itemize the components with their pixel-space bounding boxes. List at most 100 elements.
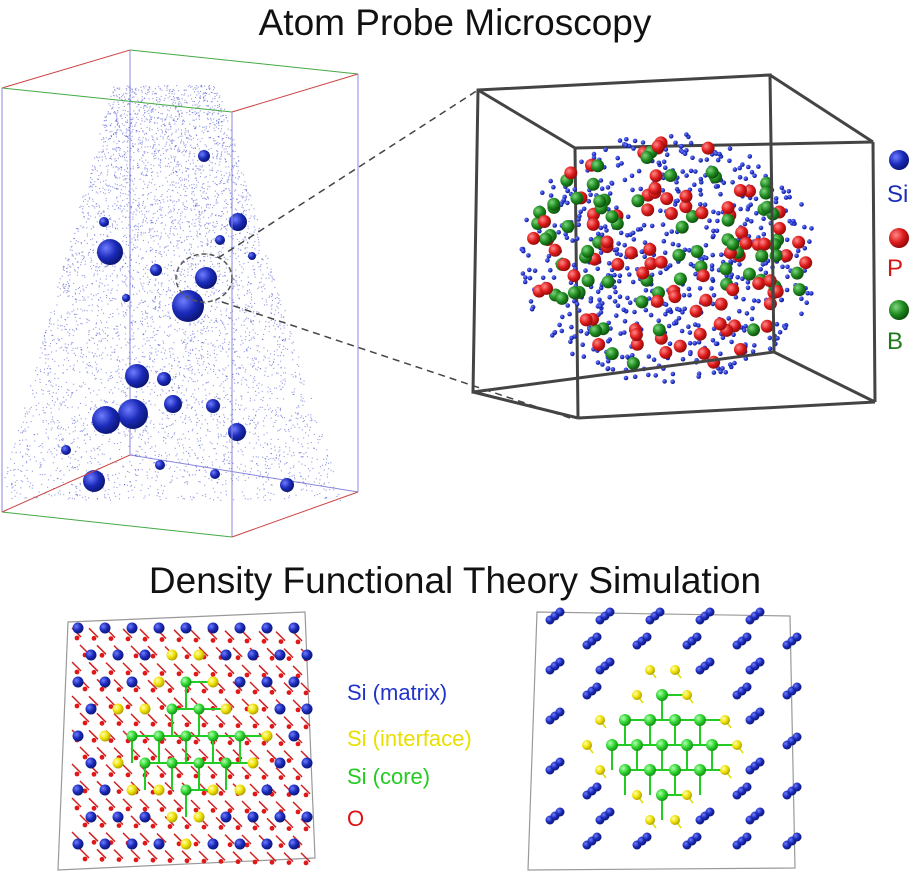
p-atom <box>713 317 727 331</box>
cluster <box>172 290 204 322</box>
dft-left-atoms <box>71 622 313 866</box>
b-atom <box>593 194 607 208</box>
cluster <box>61 445 71 455</box>
legend-si-core: Si (core) <box>347 764 431 789</box>
p-atom <box>763 274 777 288</box>
dft-left-cell-box <box>57 611 316 871</box>
apt-bounding-box-front <box>1 73 359 538</box>
zoom-region-marker <box>175 89 571 419</box>
cluster <box>99 217 109 227</box>
legend-si-matrix: Si (matrix) <box>347 680 448 705</box>
legend-p-marker <box>889 228 909 248</box>
cluster <box>155 460 165 470</box>
b-atom <box>719 262 733 276</box>
b-atom <box>672 248 686 262</box>
cluster <box>97 239 123 265</box>
p-atom <box>697 346 711 360</box>
p-atom <box>757 237 771 251</box>
legend-b-label: B <box>887 328 904 355</box>
apt-title: Atom Probe Microscopy <box>258 2 652 43</box>
cluster <box>280 478 294 492</box>
p-atom <box>726 283 740 297</box>
b-atom <box>640 151 654 164</box>
cluster <box>206 399 220 413</box>
b-atom <box>755 249 769 263</box>
p-atom <box>648 181 662 195</box>
p-atom <box>643 242 657 256</box>
cluster-atoms <box>519 132 814 385</box>
p-atom <box>649 169 663 183</box>
legend-oxygen: O <box>347 806 365 831</box>
p-atom <box>624 246 638 260</box>
p-atom <box>760 319 774 333</box>
b-atom <box>591 159 605 173</box>
apt-reconstruction <box>1 49 571 538</box>
p-atom <box>699 293 713 307</box>
p-atom <box>668 290 682 304</box>
p-atom <box>629 328 643 342</box>
p-atom <box>752 277 766 290</box>
b-atom <box>589 324 603 338</box>
p-atom <box>707 355 721 369</box>
b-atom <box>652 323 666 337</box>
legend-si-marker <box>889 150 909 170</box>
cluster <box>150 264 162 276</box>
cluster <box>210 469 220 479</box>
b-atom <box>581 244 595 258</box>
b-atom <box>605 210 619 224</box>
p-atom <box>701 141 715 155</box>
p-atom <box>773 221 786 235</box>
p-atom <box>679 189 693 203</box>
p-atom <box>650 294 664 308</box>
cluster <box>215 235 225 245</box>
b-atom <box>570 191 584 205</box>
p-atom <box>579 313 593 327</box>
p-atom <box>779 249 793 263</box>
p-atom <box>557 258 571 272</box>
p-atom <box>673 339 687 353</box>
b-atom <box>626 356 640 370</box>
p-atom <box>611 257 625 271</box>
b-atom <box>561 220 575 233</box>
zoom-box-front-edges <box>471 73 877 420</box>
p-atom <box>600 235 614 249</box>
cluster <box>228 423 246 441</box>
p-atom <box>538 215 551 228</box>
p-atom <box>714 297 728 311</box>
p-atom <box>721 201 735 215</box>
b-atom <box>726 237 740 251</box>
cluster <box>157 372 171 386</box>
b-atom <box>690 245 704 258</box>
apt-legend-markers <box>889 150 909 320</box>
p-atom <box>654 255 668 269</box>
cluster <box>92 406 120 434</box>
p-atom <box>564 166 578 180</box>
dft-title: Density Functional Theory Simulation <box>148 560 762 601</box>
p-atom <box>659 346 673 359</box>
b-atom <box>760 176 774 190</box>
p-atom <box>693 327 707 341</box>
b-atom <box>567 286 581 300</box>
p-atom <box>540 281 553 295</box>
apt-clusters <box>61 150 294 492</box>
b-atom <box>539 232 553 246</box>
cluster <box>195 267 217 289</box>
p-atom <box>733 184 747 197</box>
b-atom <box>547 197 561 211</box>
dft-oxide-embedded-structure <box>57 611 316 871</box>
p-atom <box>548 243 562 257</box>
b-atom <box>664 169 678 182</box>
b-atom <box>555 291 569 305</box>
b-atom <box>675 220 689 234</box>
p-atom <box>739 236 753 250</box>
p-atom <box>567 269 581 283</box>
p-atom <box>660 192 674 206</box>
p-atom <box>641 203 655 217</box>
p-atom <box>644 257 658 271</box>
p-atom <box>527 231 541 245</box>
cluster <box>229 213 247 231</box>
p-atom <box>735 226 749 240</box>
cluster <box>198 150 210 162</box>
b-atom <box>759 186 773 200</box>
